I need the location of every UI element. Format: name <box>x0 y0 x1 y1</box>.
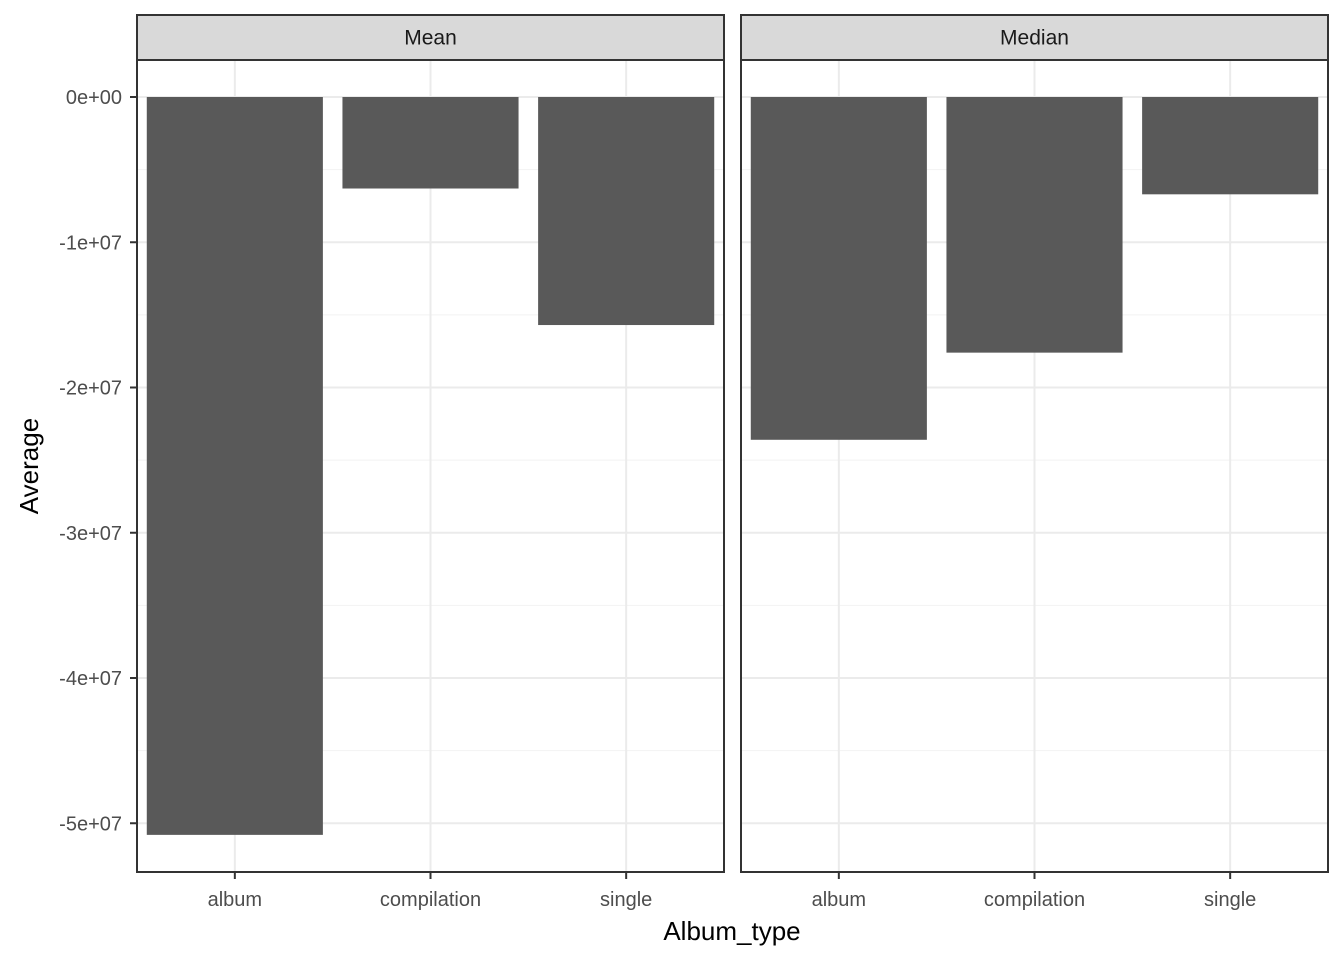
x-tick-label: single <box>1204 889 1256 911</box>
x-tick-label: compilation <box>984 889 1085 911</box>
x-axis-title: Album_type <box>663 916 800 946</box>
x-tick-label: compilation <box>380 889 481 911</box>
y-tick-label: -4e+07 <box>59 668 122 690</box>
x-tick-label: single <box>600 889 652 911</box>
y-tick-label: -3e+07 <box>59 523 122 545</box>
bar-mean-compilation <box>342 97 519 189</box>
bar-mean-album <box>146 97 323 835</box>
x-tick-label: album <box>208 889 262 911</box>
x-tick-label: album <box>812 889 866 911</box>
facet-strip <box>136 14 725 61</box>
y-tick-label: -1e+07 <box>59 232 122 254</box>
bar-median-album <box>750 97 927 440</box>
bar-median-single <box>1142 97 1319 195</box>
y-tick-label: 0e+00 <box>66 87 122 109</box>
y-axis-title: Average <box>14 418 44 514</box>
bar-mean-single <box>538 97 715 326</box>
facet-strip <box>740 14 1329 61</box>
facet-strip-label: Mean <box>404 27 457 50</box>
y-tick-label: -2e+07 <box>59 378 122 400</box>
bar-median-compilation <box>946 97 1123 353</box>
y-tick-label: -5e+07 <box>59 813 122 835</box>
facet-strip-label: Median <box>1000 27 1069 50</box>
